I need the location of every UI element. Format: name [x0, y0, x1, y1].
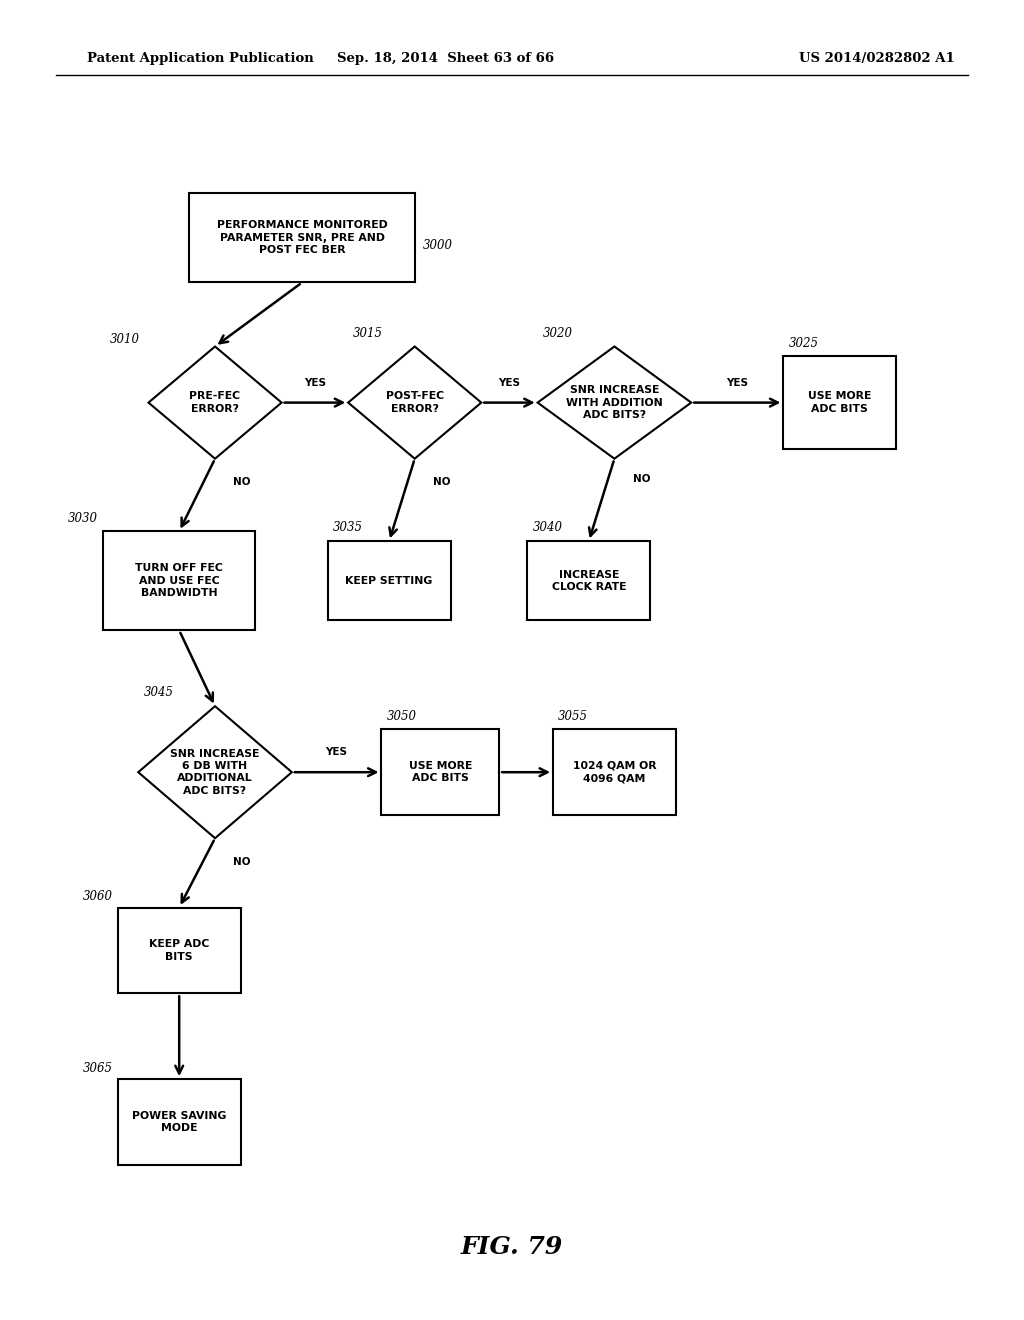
Text: 3055: 3055	[558, 710, 588, 722]
Text: USE MORE
ADC BITS: USE MORE ADC BITS	[808, 392, 871, 413]
Text: 3010: 3010	[111, 334, 140, 346]
Text: PRE-FEC
ERROR?: PRE-FEC ERROR?	[189, 392, 241, 413]
Text: 3030: 3030	[69, 512, 98, 524]
Text: US 2014/0282802 A1: US 2014/0282802 A1	[799, 51, 954, 65]
Text: PERFORMANCE MONITORED
PARAMETER SNR, PRE AND
POST FEC BER: PERFORMANCE MONITORED PARAMETER SNR, PRE…	[217, 220, 387, 255]
Text: YES: YES	[304, 378, 326, 388]
Text: 3065: 3065	[83, 1063, 113, 1074]
Text: POWER SAVING
MODE: POWER SAVING MODE	[132, 1111, 226, 1133]
Text: 3050: 3050	[387, 710, 417, 722]
Text: SNR INCREASE
6 DB WITH
ADDITIONAL
ADC BITS?: SNR INCREASE 6 DB WITH ADDITIONAL ADC BI…	[170, 748, 260, 796]
Text: SNR INCREASE
WITH ADDITION
ADC BITS?: SNR INCREASE WITH ADDITION ADC BITS?	[566, 385, 663, 420]
Text: 3040: 3040	[532, 521, 562, 535]
Polygon shape	[148, 347, 282, 459]
Text: KEEP SETTING: KEEP SETTING	[345, 576, 433, 586]
Text: USE MORE
ADC BITS: USE MORE ADC BITS	[409, 762, 472, 783]
FancyBboxPatch shape	[328, 541, 451, 620]
FancyBboxPatch shape	[118, 1080, 241, 1166]
Text: YES: YES	[326, 747, 347, 758]
FancyBboxPatch shape	[118, 908, 241, 993]
FancyBboxPatch shape	[527, 541, 650, 620]
Polygon shape	[348, 347, 481, 459]
Text: NO: NO	[233, 857, 251, 867]
Polygon shape	[138, 706, 292, 838]
Text: POST-FEC
ERROR?: POST-FEC ERROR?	[386, 392, 443, 413]
Text: NO: NO	[233, 478, 251, 487]
Text: Patent Application Publication: Patent Application Publication	[87, 51, 313, 65]
Text: TURN OFF FEC
AND USE FEC
BANDWIDTH: TURN OFF FEC AND USE FEC BANDWIDTH	[135, 564, 223, 598]
Text: 3000: 3000	[423, 239, 453, 252]
Text: NO: NO	[433, 478, 451, 487]
Text: 1024 QAM OR
4096 QAM: 1024 QAM OR 4096 QAM	[572, 762, 656, 783]
Text: 3045: 3045	[143, 686, 173, 700]
Text: YES: YES	[726, 378, 749, 388]
Text: YES: YES	[499, 378, 520, 388]
Text: 3035: 3035	[333, 521, 362, 535]
Text: NO: NO	[633, 474, 650, 483]
Text: FIG. 79: FIG. 79	[461, 1236, 563, 1259]
Text: INCREASE
CLOCK RATE: INCREASE CLOCK RATE	[552, 570, 626, 591]
Polygon shape	[538, 347, 691, 459]
Text: 3025: 3025	[788, 337, 818, 350]
FancyBboxPatch shape	[103, 531, 255, 630]
Text: 3020: 3020	[543, 327, 572, 339]
FancyBboxPatch shape	[783, 356, 896, 449]
Text: Sep. 18, 2014  Sheet 63 of 66: Sep. 18, 2014 Sheet 63 of 66	[337, 51, 554, 65]
FancyBboxPatch shape	[381, 729, 500, 816]
Text: KEEP ADC
BITS: KEEP ADC BITS	[150, 940, 209, 961]
FancyBboxPatch shape	[553, 729, 676, 816]
FancyBboxPatch shape	[189, 193, 415, 282]
Text: 3060: 3060	[83, 891, 113, 903]
Text: 3015: 3015	[353, 327, 383, 339]
